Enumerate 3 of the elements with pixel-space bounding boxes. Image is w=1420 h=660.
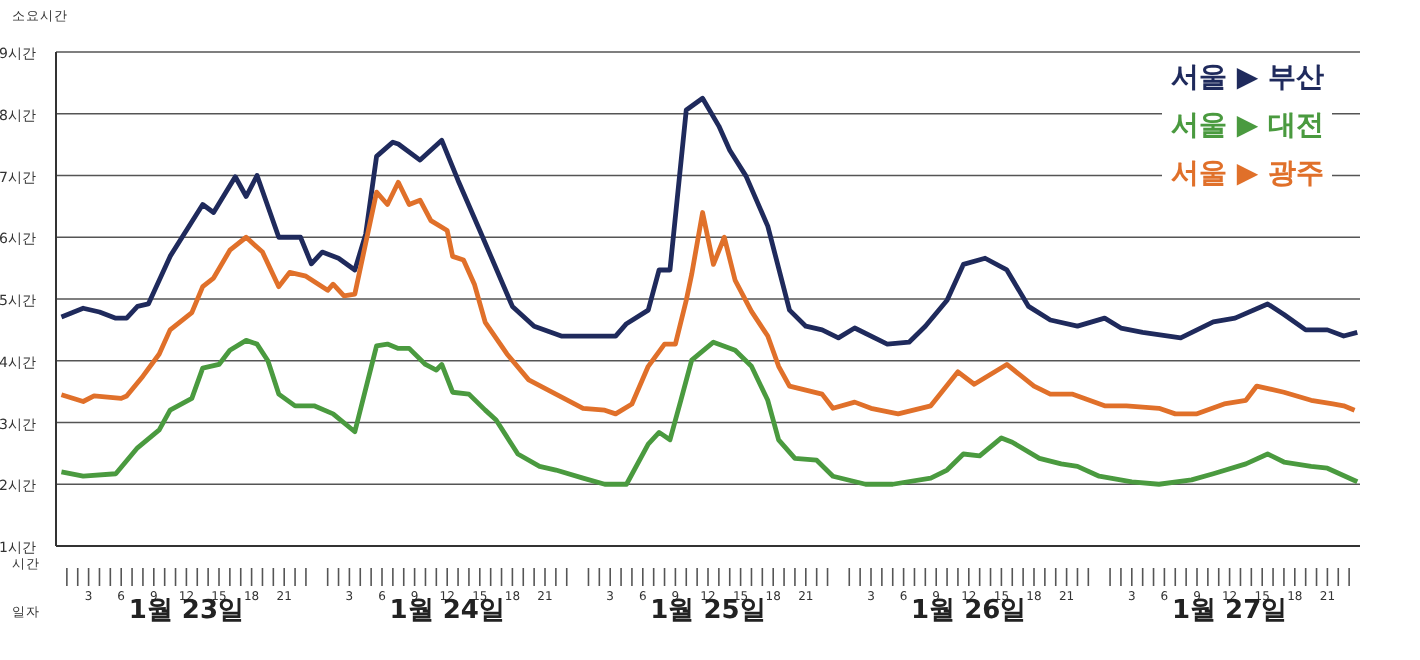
text: 서울 ▶ 대전 — [1170, 108, 1324, 144]
text: 서울 ▶ 광주 — [1170, 156, 1324, 192]
text: 서울 ▶ 부산 — [1170, 60, 1324, 96]
